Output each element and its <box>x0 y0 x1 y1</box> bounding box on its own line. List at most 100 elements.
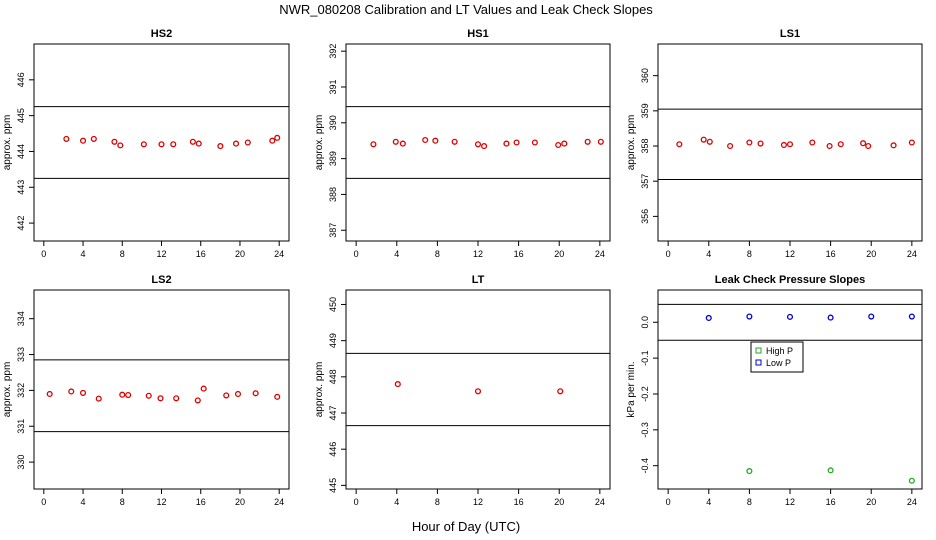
y-tick-label: 445 <box>16 108 26 123</box>
data-point <box>746 468 753 475</box>
x-tick-label: 12 <box>785 249 795 259</box>
data-point <box>111 138 118 145</box>
data-point <box>474 141 482 148</box>
x-tick-label: 4 <box>81 249 86 259</box>
data-point <box>561 140 568 147</box>
x-tick-label: 8 <box>747 249 752 259</box>
data-point <box>223 392 230 399</box>
y-tick-label: -0.4 <box>640 458 650 474</box>
legend: High P Low P <box>750 341 804 373</box>
y-axis-label: approx. ppm <box>2 362 13 418</box>
panel-title: LT <box>472 274 485 286</box>
data-point <box>394 381 401 388</box>
x-tick-label: 4 <box>81 497 86 507</box>
x-tick-label: 12 <box>785 497 795 507</box>
data-point <box>170 141 177 148</box>
x-tick-label: 8 <box>435 249 440 259</box>
data-point <box>746 139 753 146</box>
data-point <box>890 142 897 149</box>
legend-swatch <box>755 359 762 366</box>
x-tick-label: 24 <box>274 497 284 507</box>
data-point <box>676 141 683 148</box>
panel-0: HS2 approx. ppm 0 4 8 12 16 20 24 442 443 444 445 446 <box>2 28 290 259</box>
panel-4: LT approx. ppm 0 4 8 12 16 20 24 445 446 447 448 449 4… <box>314 274 611 507</box>
data-point <box>727 142 734 150</box>
y-tick-label: 443 <box>16 180 26 195</box>
x-tick-label: 0 <box>666 249 671 259</box>
x-tick-label: 4 <box>394 497 399 507</box>
data-point <box>189 138 196 145</box>
y-axis-label: kPa per min. <box>626 361 637 417</box>
data-point <box>827 314 834 321</box>
y-tick-label: 356 <box>640 209 650 224</box>
y-axis-label: approx. ppm <box>626 115 637 171</box>
data-point <box>79 389 87 396</box>
panel-title: HS1 <box>467 28 488 40</box>
data-point <box>370 141 377 148</box>
data-point <box>158 141 165 148</box>
x-tick-label: 4 <box>706 249 711 259</box>
x-tick-label: 24 <box>907 249 917 259</box>
data-point <box>809 139 816 146</box>
y-tick-label: 392 <box>328 44 338 59</box>
x-tick-label: 16 <box>826 249 836 259</box>
data-point <box>244 139 251 146</box>
y-axis-label: approx. ppm <box>314 362 325 418</box>
x-tick-label: 16 <box>826 497 836 507</box>
data-point <box>451 138 458 145</box>
data-point <box>399 140 406 147</box>
data-point <box>746 313 753 320</box>
data-point <box>217 143 224 150</box>
data-point <box>757 140 764 147</box>
x-tick-label: 16 <box>196 249 206 259</box>
data-point <box>780 141 787 149</box>
legend-entry: Low P <box>766 358 791 368</box>
y-tick-label: 332 <box>16 383 26 398</box>
y-tick-label: 358 <box>640 139 650 154</box>
data-point <box>63 135 70 142</box>
data-point <box>531 139 538 146</box>
y-tick-label: 333 <box>16 347 26 362</box>
data-point <box>826 142 833 150</box>
y-tick-label: 331 <box>16 419 26 434</box>
data-point <box>503 140 510 147</box>
data-point <box>837 141 844 148</box>
y-tick-label: 334 <box>16 311 26 326</box>
data-point <box>865 142 872 150</box>
panel-1: HS1 approx. ppm 0 4 8 12 16 20 24 387 388 389 390 391… <box>314 28 611 259</box>
x-tick-label: 12 <box>156 249 166 259</box>
x-tick-label: 20 <box>866 497 876 507</box>
y-tick-label: 390 <box>328 115 338 130</box>
data-point <box>232 140 240 147</box>
figure-title: NWR_080208 Calibration and LT Values and… <box>279 2 653 17</box>
y-tick-label: 0.0 <box>640 316 650 329</box>
y-axis-label: approx. ppm <box>314 115 325 171</box>
data-point <box>194 397 201 404</box>
data-point <box>860 140 867 147</box>
y-tick-label: 389 <box>328 151 338 166</box>
y-axis-label: approx. ppm <box>2 115 13 171</box>
panel-3: LS2 approx. ppm 0 4 8 12 16 20 24 330 331 332 333 334 <box>2 274 290 507</box>
y-tick-label: -0.1 <box>640 350 650 366</box>
legend-entry: High P <box>766 346 793 356</box>
data-point <box>474 388 482 395</box>
y-tick-label: 388 <box>328 187 338 202</box>
data-point <box>157 395 164 402</box>
data-point <box>392 138 399 145</box>
data-point <box>252 390 259 397</box>
y-tick-label: 330 <box>16 455 26 470</box>
x-tick-label: 20 <box>554 497 564 507</box>
panel-title: HS2 <box>151 28 172 40</box>
data-point <box>145 392 152 399</box>
y-tick-label: 444 <box>16 144 26 159</box>
x-tick-label: 4 <box>706 497 711 507</box>
y-tick-label: 446 <box>328 442 338 457</box>
figure-xlabel: Hour of Day (UTC) <box>412 519 520 534</box>
x-tick-label: 0 <box>354 249 359 259</box>
x-tick-label: 12 <box>473 249 483 259</box>
data-point <box>234 390 242 398</box>
x-tick-label: 8 <box>120 497 125 507</box>
data-point <box>200 385 207 392</box>
